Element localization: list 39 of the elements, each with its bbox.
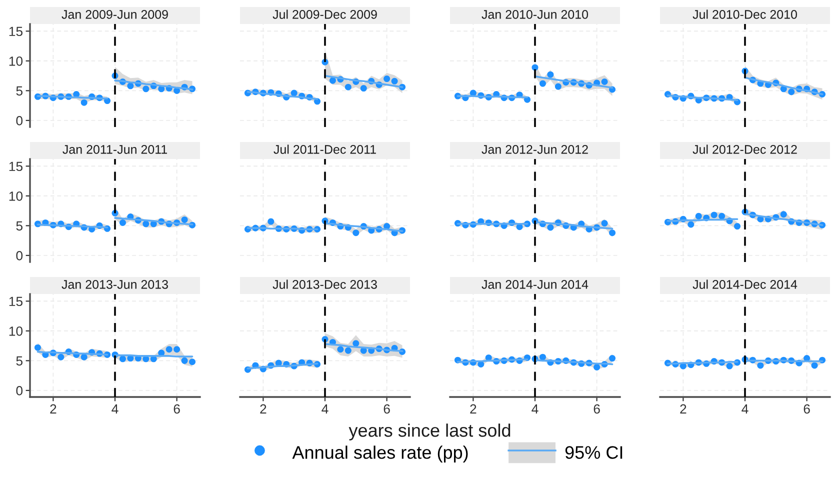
x-tick-label: 2 [470,404,476,414]
chart-title: Jul 2013-Dec 2013 [272,280,377,289]
y-tick-label: 0 [16,116,23,126]
x-tick-label: 2 [260,404,266,414]
y-tick-label: 0 [16,386,23,396]
y-tick-label: 5 [16,86,23,96]
chart-title: Jul 2011-Dec 2011 [274,144,376,154]
chart-title: Jul 2014-Dec 2014 [692,280,798,289]
x-tick-label: 4 [532,404,538,414]
y-tick-label: 5 [16,356,23,366]
x-tick-label: 2 [680,404,686,414]
chart-title: Jul 2010-Dec 2010 [692,10,797,19]
x-tick-label: 2 [50,404,56,414]
chart-title: Jan 2012-Jun 2012 [482,145,588,154]
chart-title: Jul 2009-Dec 2009 [272,10,377,19]
y-tick-label: 10 [9,56,23,66]
legend-label: 95% CI [565,446,622,459]
y-tick-label: 0 [16,251,23,260]
x-tick-label: 6 [804,404,810,414]
chart-title: Jul 2012-Dec 2012 [692,144,797,154]
chart-title: Jan 2009-Jun 2009 [62,10,168,19]
y-tick-label: 5 [16,221,23,231]
y-tick-label: 15 [9,162,23,172]
chart-title: Jan 2011-Jun 2011 [62,145,167,154]
y-tick-label: 10 [9,191,23,201]
y-tick-label: 10 [9,326,23,336]
x-tick-label: 6 [594,404,600,414]
chart-title: Jan 2013-Jun 2013 [62,280,168,289]
chart-title: Jan 2010-Jun 2010 [482,10,588,19]
x-tick-label: 4 [322,404,328,414]
text: years since last sold [348,424,510,440]
legend-label: Annual sales rate (pp) [292,446,468,462]
x-tick-label: 4 [742,404,748,414]
x-tick-label: 6 [384,404,390,414]
y-tick-label: 15 [9,26,23,36]
y-tick-label: 15 [9,296,23,306]
chart-title: Jan 2014-Jun 2014 [482,280,588,289]
x-tick-label: 6 [174,404,180,414]
x-tick-label: 4 [112,404,118,414]
